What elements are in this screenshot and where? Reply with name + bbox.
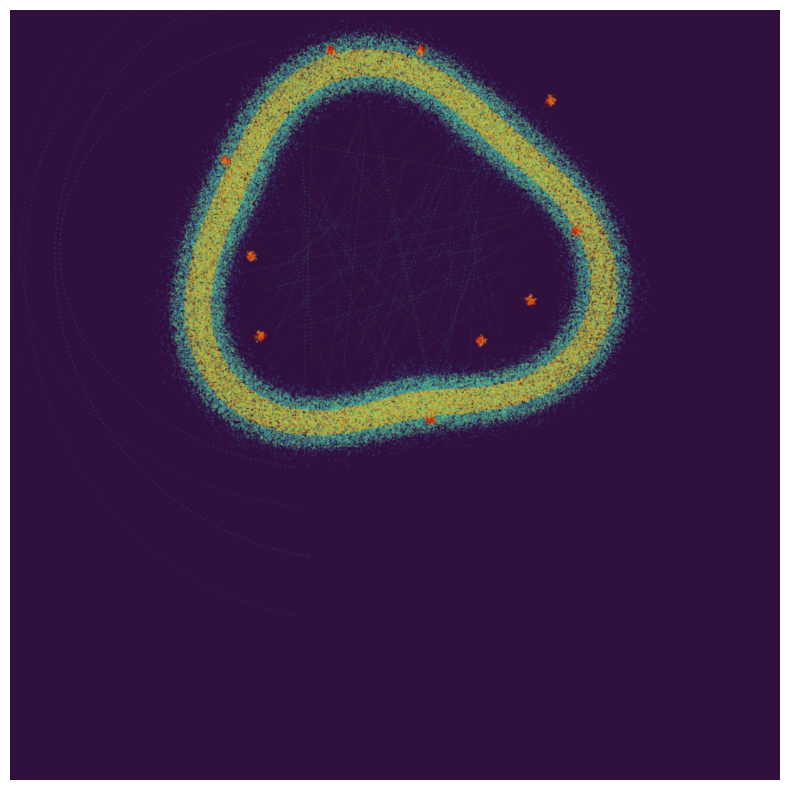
attractor-scatter-canvas <box>10 10 780 780</box>
attractor-image-frame <box>10 10 780 780</box>
